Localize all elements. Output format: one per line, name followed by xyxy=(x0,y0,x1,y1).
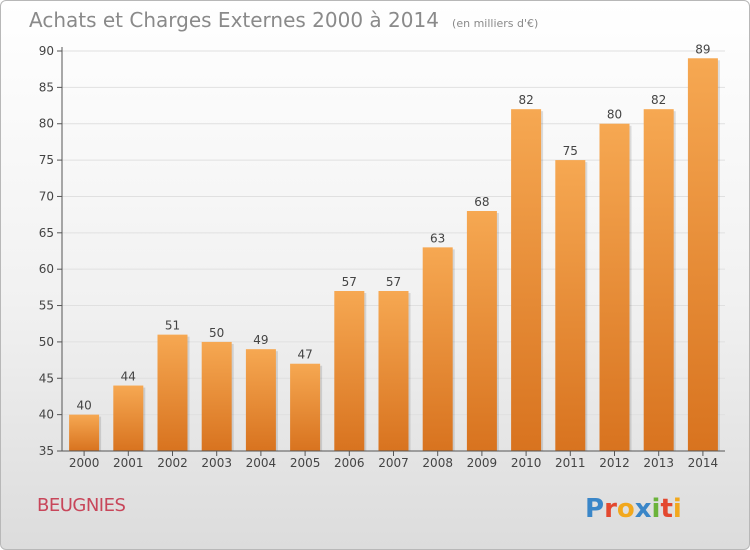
bar-value-label: 68 xyxy=(474,195,489,209)
bar xyxy=(113,385,144,451)
bar xyxy=(511,109,542,451)
bar xyxy=(334,291,365,451)
bar-value-label: 75 xyxy=(563,144,578,158)
y-tick-label: 80 xyxy=(39,117,54,131)
x-tick-label: 2000 xyxy=(69,456,100,470)
bar xyxy=(201,341,232,451)
x-tick-label: 2014 xyxy=(688,456,719,470)
x-tick-label: 2008 xyxy=(422,456,453,470)
bar-value-label: 40 xyxy=(76,399,91,413)
svg-text:Proxiti: Proxiti xyxy=(585,494,682,524)
bar xyxy=(290,363,321,451)
x-tick-label: 2001 xyxy=(113,456,144,470)
x-tick-label: 2006 xyxy=(334,456,365,470)
bar-chart: 35 40 45 50 55 60 65 70 75 80 85 90 40 2000 44 2001 51 20… xyxy=(39,42,725,470)
x-tick-label: 2009 xyxy=(467,456,498,470)
axes xyxy=(57,47,725,456)
labels: 35 40 45 50 55 60 65 70 75 80 85 90 40 2000 44 2001 51 20… xyxy=(39,42,718,470)
x-tick-label: 2007 xyxy=(378,456,409,470)
bars xyxy=(69,58,720,452)
y-tick-label: 90 xyxy=(39,44,54,58)
x-tick-label: 2005 xyxy=(290,456,321,470)
bar-value-label: 50 xyxy=(209,326,224,340)
chart-subtitle: (en milliers d'€) xyxy=(452,17,539,30)
y-tick-label: 65 xyxy=(39,226,54,240)
bar xyxy=(687,58,718,451)
bar xyxy=(555,160,586,451)
bar-value-label: 63 xyxy=(430,231,445,245)
x-tick-label: 2003 xyxy=(201,456,232,470)
bar xyxy=(466,211,497,451)
bar xyxy=(157,334,188,451)
y-tick-label: 55 xyxy=(39,299,54,313)
y-tick-label: 75 xyxy=(39,153,54,167)
chart-title: Achats et Charges Externes 2000 à 2014 xyxy=(29,8,439,32)
bar xyxy=(69,414,100,451)
bar-value-label: 49 xyxy=(253,333,268,347)
x-tick-label: 2010 xyxy=(511,456,542,470)
bar-value-label: 80 xyxy=(607,108,622,122)
bar xyxy=(599,123,630,452)
bar xyxy=(245,349,276,451)
chart-title-block: Achats et Charges Externes 2000 à 2014 (… xyxy=(29,8,538,32)
x-tick-label: 2011 xyxy=(555,456,586,470)
y-tick-label: 40 xyxy=(39,408,54,422)
bar-value-label: 47 xyxy=(297,348,312,362)
y-tick-label: 60 xyxy=(39,262,54,276)
bar xyxy=(422,247,453,451)
bar-value-label: 82 xyxy=(651,93,666,107)
bar-value-label: 44 xyxy=(121,370,136,384)
bar-value-label: 57 xyxy=(386,275,401,289)
y-tick-label: 50 xyxy=(39,335,54,349)
bar xyxy=(378,291,409,451)
bar-value-label: 89 xyxy=(695,42,710,56)
y-tick-label: 35 xyxy=(39,444,54,458)
proxiti-logo: Proxiti xyxy=(585,494,682,524)
bar-value-label: 51 xyxy=(165,319,180,333)
y-tick-label: 85 xyxy=(39,80,54,94)
bar-value-label: 57 xyxy=(342,275,357,289)
commune-name: BEUGNIES xyxy=(37,495,126,516)
x-tick-label: 2012 xyxy=(599,456,630,470)
x-tick-label: 2004 xyxy=(246,456,277,470)
y-tick-label: 45 xyxy=(39,371,54,385)
x-tick-label: 2013 xyxy=(643,456,674,470)
y-tick-label: 70 xyxy=(39,189,54,203)
bar xyxy=(643,109,674,451)
bar-value-label: 82 xyxy=(518,93,533,107)
x-tick-label: 2002 xyxy=(157,456,188,470)
